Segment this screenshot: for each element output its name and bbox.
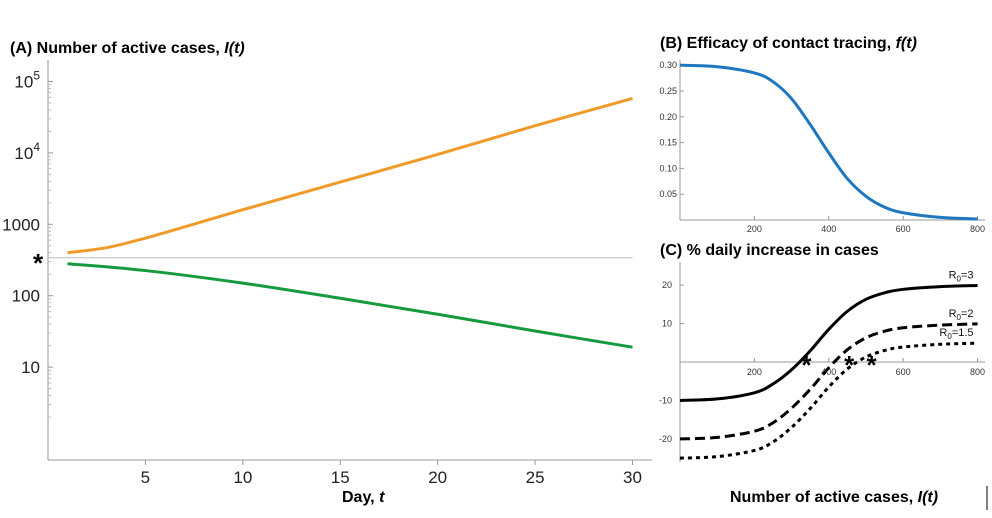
panel-a-xlabel: Day, t bbox=[342, 489, 385, 506]
panel-c-star-marker-2: * bbox=[844, 350, 855, 380]
panel-a-x-tick-label: 30 bbox=[623, 468, 642, 487]
panel-c-plot: 200 400 600 800 -20 -10 10 20 R0=3 R0=2 R0=1.5 * * * bbox=[659, 262, 985, 462]
panel-c-y-tick-label: -10 bbox=[659, 395, 672, 405]
panel-b-title: (B) Efficacy of contact tracing, f(t) bbox=[660, 35, 917, 52]
panel-c-series-label-3: R0=1.5 bbox=[939, 327, 973, 341]
panel-c-series-line-1 bbox=[679, 283, 978, 402]
panel-a-y-tick-label: 1000 bbox=[2, 215, 40, 234]
panel-b-x-tick-label: 800 bbox=[970, 224, 985, 234]
panel-a-plot: 5 10 15 20 25 30 10 100 1000 104 105 * bbox=[2, 60, 652, 487]
panel-a-x-tick-label: 15 bbox=[331, 468, 350, 487]
panel-c-x-tick-label: 400 bbox=[821, 367, 836, 377]
panel-a-series-line-2 bbox=[67, 262, 633, 349]
panel-b-y-tick-label: 0.10 bbox=[659, 163, 677, 173]
panel-a-star-marker: * bbox=[33, 248, 44, 278]
panel-c-star-marker-1: * bbox=[801, 350, 812, 380]
panel-b-plot: 200 400 600 800 0.05 0.10 0.15 0.20 0.25 0.30 bbox=[659, 60, 985, 234]
panel-b-x-tick-label: 400 bbox=[821, 224, 836, 234]
panel-b-y-tick-label: 0.30 bbox=[659, 60, 677, 70]
panel-b-y-tick-label: 0.15 bbox=[659, 138, 677, 148]
panel-c-series-line-2 bbox=[679, 322, 978, 441]
panel-c-y-tick-label: -20 bbox=[659, 434, 672, 444]
panel-c-series-line-3 bbox=[679, 341, 978, 460]
panel-a-x-tick-label: 25 bbox=[526, 468, 545, 487]
panel-c-x-tick-label: 800 bbox=[970, 367, 985, 377]
panel-b-series-line-1 bbox=[679, 63, 978, 221]
panel-a-x-tick-label: 10 bbox=[233, 468, 252, 487]
panel-b-x-tick-label: 600 bbox=[896, 224, 911, 234]
panel-a-series-line-1 bbox=[67, 96, 633, 255]
panel-c-star-marker-3: * bbox=[866, 350, 877, 380]
panel-a-title: (A) Number of active cases, I(t) bbox=[10, 40, 245, 57]
panel-b-y-tick-label: 0.20 bbox=[659, 112, 677, 122]
panel-c-series-label-2: R0=2 bbox=[949, 308, 974, 322]
panel-b-x-tick-label: 200 bbox=[747, 224, 762, 234]
panel-c-y-tick-label: 20 bbox=[662, 280, 672, 290]
panel-c-xlabel: Number of active cases, I(t) bbox=[730, 489, 938, 506]
panel-a-y-tick-label: 105 bbox=[14, 68, 40, 91]
panel-b-y-tick-label: 0.05 bbox=[659, 189, 677, 199]
panel-c-series-label-1: R0=3 bbox=[949, 269, 974, 283]
panel-a-x-tick-label: 5 bbox=[141, 468, 150, 487]
panel-c-x-tick-label: 600 bbox=[896, 367, 911, 377]
panel-a-x-tick-label: 20 bbox=[428, 468, 447, 487]
panel-a-y-tick-label: 104 bbox=[14, 140, 40, 163]
panel-c-x-tick-label: 200 bbox=[747, 367, 762, 377]
panel-b-y-tick-label: 0.25 bbox=[659, 86, 677, 96]
panel-c-y-tick-label: 10 bbox=[662, 319, 672, 329]
panel-a-y-tick-label: 100 bbox=[12, 287, 40, 306]
panel-a-y-tick-label: 10 bbox=[21, 358, 40, 377]
panel-c-title: (C) % daily increase in cases bbox=[660, 242, 879, 259]
